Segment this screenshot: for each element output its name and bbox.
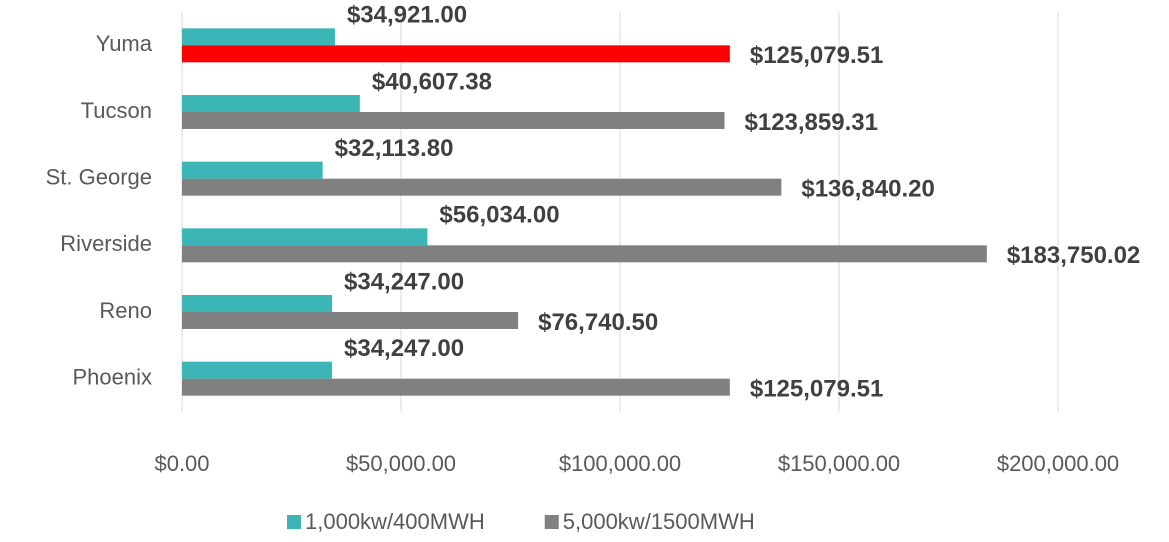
x-tick-label: $50,000.00	[346, 451, 456, 476]
y-tick-label: Yuma	[96, 31, 153, 56]
x-tick-label: $150,000.00	[778, 451, 900, 476]
bar	[182, 112, 725, 129]
y-tick-label: Phoenix	[72, 364, 152, 389]
value-label: $123,859.31	[745, 109, 878, 136]
value-label: $56,034.00	[439, 202, 559, 229]
legend-label: 5,000kw/1500MWH	[563, 509, 755, 534]
bar	[182, 361, 333, 379]
value-label: $34,247.00	[344, 268, 464, 295]
bar	[182, 178, 782, 196]
x-tick-label: $100,000.00	[559, 451, 681, 476]
x-tick-label: $200,000.00	[997, 451, 1119, 476]
value-label: $125,079.51	[750, 376, 883, 403]
value-label: $76,740.50	[538, 309, 658, 336]
bar	[182, 161, 323, 179]
value-label: $34,921.00	[347, 2, 467, 29]
value-label: $34,247.00	[344, 335, 464, 362]
bar	[182, 95, 360, 112]
bar	[182, 312, 519, 329]
value-label: $40,607.38	[372, 68, 492, 95]
y-tick-label: Reno	[99, 298, 152, 323]
y-tick-label: Riverside	[60, 231, 152, 256]
legend-swatch	[544, 515, 559, 529]
y-tick-label: Tucson	[81, 98, 152, 123]
value-label: $136,840.20	[801, 176, 934, 203]
legend-swatch	[287, 515, 301, 529]
bar	[182, 45, 730, 63]
value-label: $183,750.02	[1007, 242, 1140, 269]
y-tick-label: St. George	[46, 164, 152, 189]
value-label: $32,113.80	[335, 135, 454, 162]
legend-label: 1,000kw/400MWH	[305, 509, 485, 534]
bar	[182, 378, 730, 396]
x-tick-label: $0.00	[154, 451, 209, 476]
bar	[182, 228, 428, 246]
bar	[182, 295, 333, 312]
value-label: $125,079.51	[750, 42, 883, 69]
bar	[182, 245, 987, 263]
bar	[182, 28, 335, 46]
